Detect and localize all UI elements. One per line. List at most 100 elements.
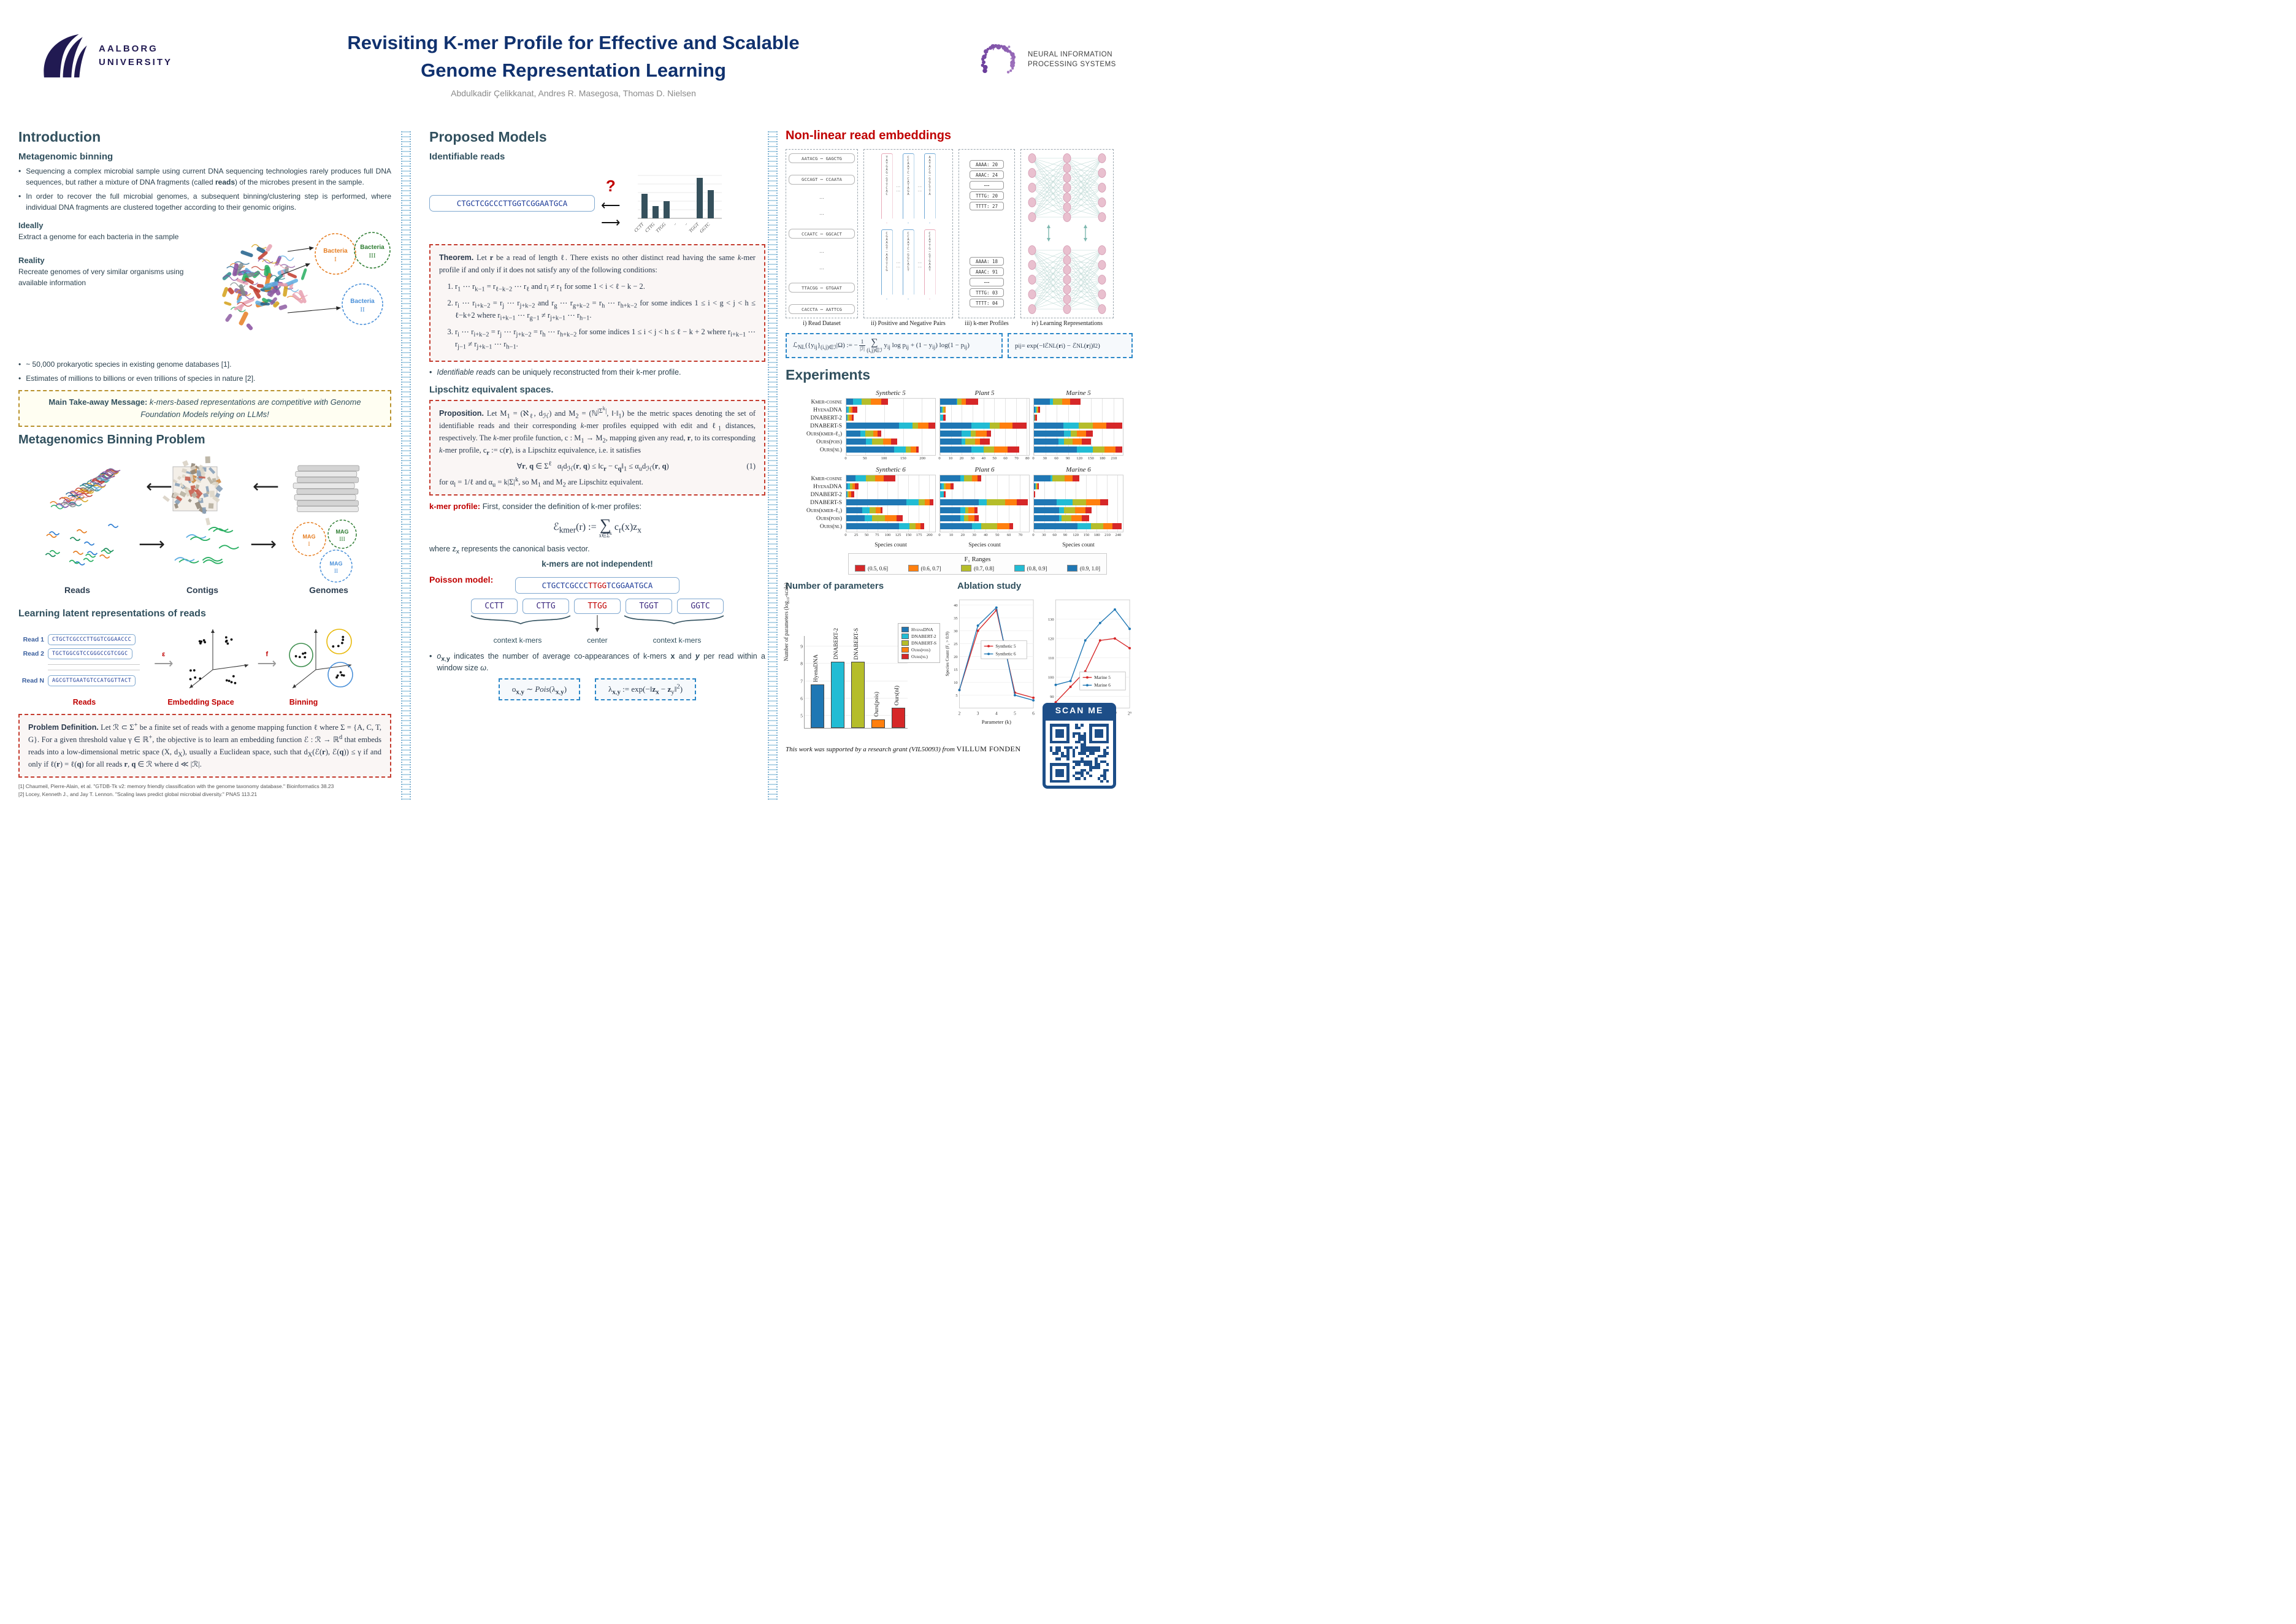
axis-tick: 30: [970, 456, 975, 461]
microbe-shape: [253, 288, 261, 299]
bar-segment: [1062, 515, 1072, 521]
qr-module: [1077, 777, 1081, 780]
read-sequence: CTGCTCGCCCTTGGTCGGAACCC: [48, 634, 136, 645]
scrap: [210, 491, 215, 497]
bar-segment: [940, 415, 944, 421]
axis-label: Species count: [1062, 542, 1095, 548]
qr-module: [1069, 772, 1073, 775]
intro-bullet-2-text: In order to recover the full microbial g…: [26, 192, 391, 212]
scrap: [179, 483, 185, 488]
pair-ellipsis: ⋮ ⋮: [917, 184, 922, 193]
axis-tick: 60: [1052, 533, 1057, 537]
legend-swatch: [901, 640, 909, 646]
bar-segment: [974, 515, 979, 521]
bar-segment: [846, 439, 867, 445]
mini-bar-label: CCTT: [633, 221, 645, 233]
experiment-chart: Synthetic 5 0 50 100 150 200: [844, 389, 936, 461]
qr-module: [1075, 772, 1078, 775]
left-arrow-icon: ⟵: [146, 477, 172, 497]
qr-module: [1097, 746, 1101, 749]
bar-segment: [873, 431, 878, 437]
qr-module: [1061, 757, 1064, 760]
ablation-heading: Ablation study: [957, 581, 1022, 591]
qr-module: [1089, 754, 1092, 758]
bar-segment: [925, 499, 930, 505]
cluster-circle: [326, 629, 352, 655]
bar-segment: [1115, 446, 1122, 453]
bar-segment: [846, 491, 848, 497]
left-arrow-icon: ⟵: [253, 477, 279, 497]
bar-segment: [1036, 483, 1038, 489]
proposition-equation-row: ∀r, q ∈ Σℓ αldℋ(r, q) ≤ ‖cr − cq‖1 ≤ αud…: [439, 460, 756, 472]
bacteria-circle: [315, 233, 356, 275]
qr-module: [1058, 763, 1062, 766]
data-point: [1032, 699, 1035, 702]
bar-segment: [962, 439, 965, 445]
qr-module: [1092, 765, 1095, 769]
qr-module: [1089, 724, 1092, 727]
stacked-bar: [1034, 499, 1123, 505]
data-point: [1069, 680, 1072, 683]
qr-module: [1089, 729, 1092, 732]
net-node: [1098, 260, 1106, 270]
bar-segment: [940, 491, 944, 497]
net-edge: [1031, 167, 1068, 188]
scrap: [182, 468, 188, 473]
bar-segment: [878, 431, 881, 437]
funding-note: This work was supported by a research gr…: [786, 745, 1021, 753]
scrap: [191, 488, 199, 494]
qr-module: [1072, 754, 1076, 758]
kmer-count-box: TTTG: 20: [970, 191, 1004, 200]
read-squiggle: [76, 529, 88, 534]
bar-segment: [1071, 431, 1077, 437]
stacked-bar: [1034, 415, 1123, 421]
param-bar: [851, 662, 865, 728]
qr-grid-icon: [1049, 724, 1109, 783]
qr-module: [1106, 749, 1109, 752]
scrap: [202, 507, 207, 514]
qr-module: [1106, 763, 1109, 766]
qr-module: [1086, 751, 1090, 755]
axis-tick: 50: [992, 456, 997, 461]
mini-bar: [663, 201, 670, 218]
pair-arrow-shape: CGAAGT⋯AATTCG: [881, 229, 893, 299]
qr-module: [1092, 757, 1095, 760]
read-squiggle: [83, 557, 94, 562]
qr-module: [1086, 779, 1090, 783]
legend-label: (0.9, 1.0]: [1080, 565, 1100, 572]
qr-module: [1100, 772, 1104, 775]
qr-module: [1052, 760, 1055, 764]
read-sequence: AGCGTTGAATGTCCATGGTTACT: [48, 675, 136, 686]
mini-bar: [696, 178, 703, 218]
neural-network-figure: [1028, 153, 1106, 314]
data-point: [1098, 639, 1101, 642]
qr-module: [1103, 765, 1106, 769]
bar-segment: [981, 523, 997, 529]
qr-module: [1075, 774, 1078, 778]
qr-module: [1061, 746, 1064, 749]
qr-module: [1089, 732, 1092, 735]
net-edge: [1066, 158, 1103, 188]
qr-module: [1069, 768, 1073, 772]
qr-module: [1095, 743, 1098, 746]
net-edge: [1031, 250, 1068, 266]
qr-module: [1106, 751, 1109, 755]
pair-arrow-shape: CCAATC⋯GGCACT: [902, 229, 914, 299]
stacked-bar: [940, 475, 1029, 481]
microbe-shape: [228, 287, 234, 294]
nonlinear-captions: i) Read Dataset ii) Positive and Negativ…: [786, 320, 1133, 327]
bar-segment: [849, 415, 852, 421]
axis-tick: 30: [1043, 456, 1047, 461]
stacked-bar: [940, 515, 1029, 521]
shred-strand: [96, 478, 110, 482]
legend-label: (0.7, 0.8]: [974, 565, 994, 572]
takeaway-box: Main Take-away Message: k-mers-based rep…: [18, 390, 391, 427]
qr-module: [1069, 751, 1073, 755]
qr-module: [1106, 729, 1109, 732]
species-bullet-1-text: ~ 50,000 prokaryotic species in existing…: [26, 360, 232, 369]
mag-num: I: [308, 542, 310, 548]
legend-swatch: [1014, 565, 1025, 572]
bar-segment: [1034, 399, 1050, 405]
bar-segment: [852, 483, 855, 489]
shred-strand: [69, 502, 82, 507]
